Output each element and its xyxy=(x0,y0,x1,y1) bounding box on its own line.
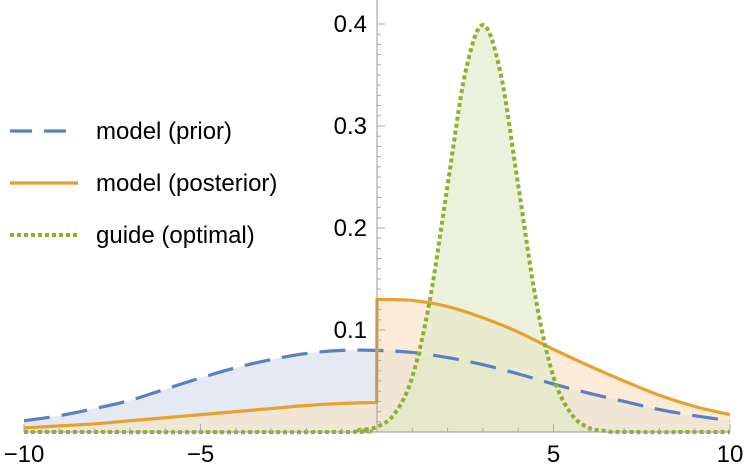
y-tick-label: 0.1 xyxy=(334,317,367,344)
y-tick-label: 0.2 xyxy=(334,215,367,242)
legend-label: model (posterior) xyxy=(96,170,277,197)
x-tick-label: −10 xyxy=(4,441,45,468)
x-ticks: −10 −5 5 10 xyxy=(4,424,744,468)
y-tick-label: 0.3 xyxy=(334,113,367,140)
legend: model (prior) model (posterior) guide (opt… xyxy=(10,118,277,249)
y-ticks: 0.1 0.2 0.3 0.4 xyxy=(334,11,385,423)
x-tick-label: 10 xyxy=(717,441,744,468)
legend-label: model (prior) xyxy=(96,118,232,145)
y-tick-label: 0.4 xyxy=(334,11,367,38)
x-tick-label: 5 xyxy=(547,441,560,468)
x-tick-label: −5 xyxy=(187,441,214,468)
series-line-guide-optimal xyxy=(23,23,731,435)
legend-label: guide (optimal) xyxy=(96,222,255,249)
